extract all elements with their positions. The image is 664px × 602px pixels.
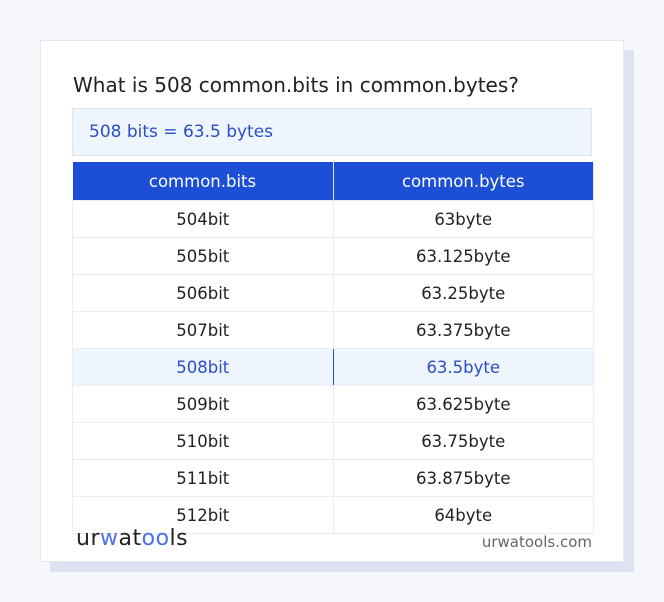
bytes-cell: 63.75byte bbox=[332, 422, 594, 460]
table-row: 512bit 64byte bbox=[72, 496, 594, 534]
page-title: What is 508 common.bits in common.bytes? bbox=[73, 73, 519, 97]
bits-cell: 505bit bbox=[72, 237, 334, 275]
site-link[interactable]: urwatools.com bbox=[481, 533, 592, 551]
table-row: 505bit 63.125byte bbox=[72, 237, 594, 275]
table-row: 509bit 63.625byte bbox=[72, 385, 594, 423]
table-row: 510bit 63.75byte bbox=[72, 422, 594, 460]
table-row: 508bit 63.5byte bbox=[72, 348, 594, 386]
logo-part: at bbox=[118, 526, 142, 551]
bits-cell: 512bit bbox=[72, 496, 334, 534]
table-row: 511bit 63.875byte bbox=[72, 459, 594, 497]
bits-cell: 511bit bbox=[72, 459, 334, 497]
bytes-cell: 63.375byte bbox=[332, 311, 594, 349]
logo-part: ur bbox=[76, 526, 100, 551]
bits-cell: 509bit bbox=[72, 385, 334, 423]
logo-part: oo bbox=[141, 526, 170, 551]
bytes-cell: 63.25byte bbox=[332, 274, 594, 312]
table-row: 507bit 63.375byte bbox=[72, 311, 594, 349]
converter-card: What is 508 common.bits in common.bytes?… bbox=[40, 40, 624, 562]
bits-cell: 506bit bbox=[72, 274, 334, 312]
bits-cell: 507bit bbox=[72, 311, 334, 349]
urwatools-logo[interactable]: urwatools bbox=[76, 526, 188, 551]
bytes-cell: 63.875byte bbox=[332, 459, 594, 497]
bits-cell: 510bit bbox=[72, 422, 334, 460]
logo-part: w bbox=[100, 526, 119, 551]
bits-cell: 508bit bbox=[72, 348, 334, 386]
bytes-cell: 63.625byte bbox=[332, 385, 594, 423]
bits-cell: 504bit bbox=[72, 200, 334, 238]
header-bytes: common.bytes bbox=[333, 162, 594, 201]
bytes-cell: 63.125byte bbox=[332, 237, 594, 275]
table-row: 504bit 63byte bbox=[72, 200, 594, 238]
header-bits: common.bits bbox=[72, 162, 334, 201]
bytes-cell: 63byte bbox=[332, 200, 594, 238]
bytes-cell: 63.5byte bbox=[332, 348, 594, 386]
table-header: common.bits common.bytes bbox=[72, 162, 594, 201]
bytes-cell: 64byte bbox=[332, 496, 594, 534]
logo-part: ls bbox=[169, 526, 189, 551]
result-box: 508 bits = 63.5 bytes bbox=[72, 108, 592, 156]
table-row: 506bit 63.25byte bbox=[72, 274, 594, 312]
conversion-table: common.bits common.bytes 504bit 63byte 505… bbox=[72, 162, 594, 534]
